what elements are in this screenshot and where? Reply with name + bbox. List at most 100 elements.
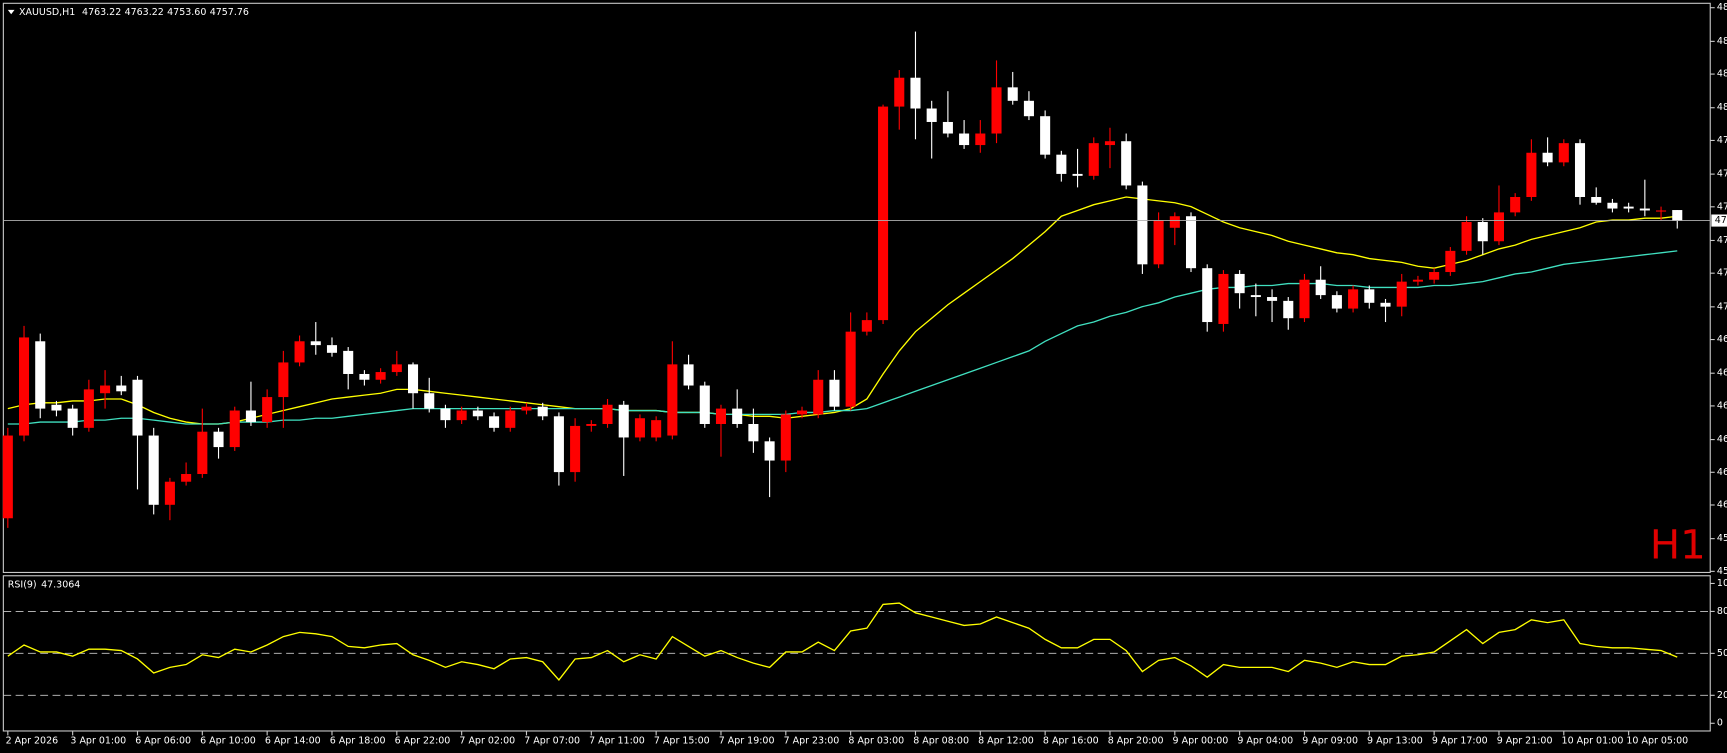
candle-body — [505, 410, 516, 428]
rsi-y-tick-label: 50 — [1717, 648, 1727, 659]
rsi-y-tick-label: 100 — [1717, 578, 1727, 589]
x-tick-label: 9 Apr 09:00 — [1302, 735, 1358, 746]
candle-body — [975, 133, 986, 146]
y-tick-label: 4695.90 — [1717, 334, 1727, 345]
candle-body — [748, 423, 759, 442]
x-tick-label: 6 Apr 22:00 — [395, 735, 451, 746]
candle-body — [780, 414, 791, 461]
candle-body — [1477, 222, 1488, 242]
candle-body — [910, 77, 921, 109]
candle-body — [51, 404, 62, 411]
candle-body — [1072, 173, 1083, 176]
candle-body — [1672, 210, 1683, 221]
candle-body — [1574, 143, 1586, 197]
y-tick-label: 4592.40 — [1717, 533, 1727, 544]
x-tick-label: 6 Apr 06:00 — [135, 735, 191, 746]
candle-body — [1250, 295, 1261, 298]
candle-body — [699, 385, 710, 424]
candle-body — [715, 408, 727, 424]
candle-body — [1412, 279, 1423, 282]
candle-body — [440, 408, 451, 421]
y-tick-label: 4747.40 — [1717, 235, 1727, 246]
x-tick-label: 9 Apr 17:00 — [1432, 735, 1488, 746]
candle-body — [1023, 100, 1034, 117]
x-tick-label: 7 Apr 11:00 — [589, 735, 645, 746]
candle-body — [1364, 289, 1375, 303]
candle-body — [456, 410, 467, 421]
candle-body — [1299, 279, 1310, 319]
candle-body — [294, 341, 305, 363]
candle-body — [278, 362, 289, 398]
candle-body — [1169, 216, 1180, 228]
header-value: 4753.60 — [167, 7, 206, 18]
y-tick-label: 4661.40 — [1717, 400, 1727, 411]
candle-body — [1510, 196, 1521, 213]
candle-body — [813, 379, 824, 415]
candle-body — [1315, 279, 1326, 296]
candle-body — [472, 410, 483, 417]
x-tick-label: 8 Apr 20:00 — [1108, 735, 1164, 746]
candle-body — [1218, 273, 1229, 324]
x-tick-label: 6 Apr 10:00 — [200, 735, 256, 746]
chart-header: XAUUSD,H1 4763.22 4763.22 4753.60 4757.76 — [19, 7, 249, 18]
rsi-title: RSI(9) 47.3064 — [8, 579, 81, 590]
x-tick-label: 8 Apr 16:00 — [1043, 735, 1099, 746]
candle-body — [1331, 295, 1342, 309]
candle-body — [1234, 273, 1245, 294]
candle-body — [570, 425, 581, 473]
timeframe-watermark: H1 — [1650, 523, 1706, 569]
rsi-y-tick-label: 80 — [1717, 606, 1727, 617]
x-tick-label: 8 Apr 08:00 — [913, 735, 969, 746]
candle-body — [132, 379, 143, 436]
current-price-box — [1711, 214, 1727, 227]
candle-body — [1040, 116, 1051, 155]
x-tick-label: 6 Apr 18:00 — [330, 735, 386, 746]
candle-body — [878, 106, 889, 321]
candle-body — [1591, 196, 1602, 203]
candle-body — [959, 133, 970, 146]
candle-body — [229, 410, 240, 448]
x-tick-label: 2 Apr 2026 — [6, 735, 59, 746]
candle-body — [359, 373, 370, 380]
candle-body — [2, 435, 13, 519]
candle-body — [262, 397, 273, 423]
menu-icon[interactable] — [7, 9, 15, 15]
candle-body — [1283, 300, 1294, 319]
x-tick-label: 9 Apr 00:00 — [1173, 735, 1229, 746]
candle-body — [375, 372, 386, 380]
x-tick-label: 8 Apr 12:00 — [978, 735, 1034, 746]
candle-body — [991, 87, 1002, 134]
candle-body — [310, 341, 321, 346]
candle-body — [326, 345, 338, 353]
x-tick-label: 7 Apr 23:00 — [784, 735, 840, 746]
candle-body — [829, 379, 840, 407]
candle-body — [181, 474, 192, 482]
candle-body — [1137, 185, 1148, 265]
y-tick-label: 4764.90 — [1717, 201, 1727, 212]
x-tick-label: 7 Apr 15:00 — [654, 735, 710, 746]
candle-body — [602, 404, 613, 424]
candle-body — [424, 393, 435, 409]
header-value: 4763.22 — [82, 7, 121, 18]
rsi-y-tick-label: 20 — [1717, 690, 1727, 701]
rsi-y-tick-label: 0 — [1717, 718, 1723, 729]
y-tick-label: 4799.40 — [1717, 135, 1727, 146]
candle-body — [1493, 212, 1504, 242]
y-tick-label: 4712.90 — [1717, 301, 1727, 312]
x-tick-label: 9 Apr 04:00 — [1237, 735, 1293, 746]
candle-body — [521, 406, 532, 411]
y-tick-label: 4730.40 — [1717, 268, 1727, 279]
x-tick-label: 10 Apr 05:00 — [1626, 735, 1688, 746]
rsi-name: RSI(9) — [8, 579, 37, 590]
x-tick-label: 6 Apr 14:00 — [265, 735, 321, 746]
rsi-line — [7, 602, 1678, 681]
y-tick-label: 4678.40 — [1717, 368, 1727, 379]
x-tick-label: 8 Apr 03:00 — [848, 735, 904, 746]
candle-body — [1623, 206, 1634, 209]
candle-body — [796, 410, 808, 415]
y-tick-label: 4868.40 — [1717, 2, 1727, 13]
candle-body — [1267, 297, 1278, 301]
price-panel-frame — [2, 2, 1711, 574]
y-tick-label: 4833.90 — [1717, 69, 1727, 80]
